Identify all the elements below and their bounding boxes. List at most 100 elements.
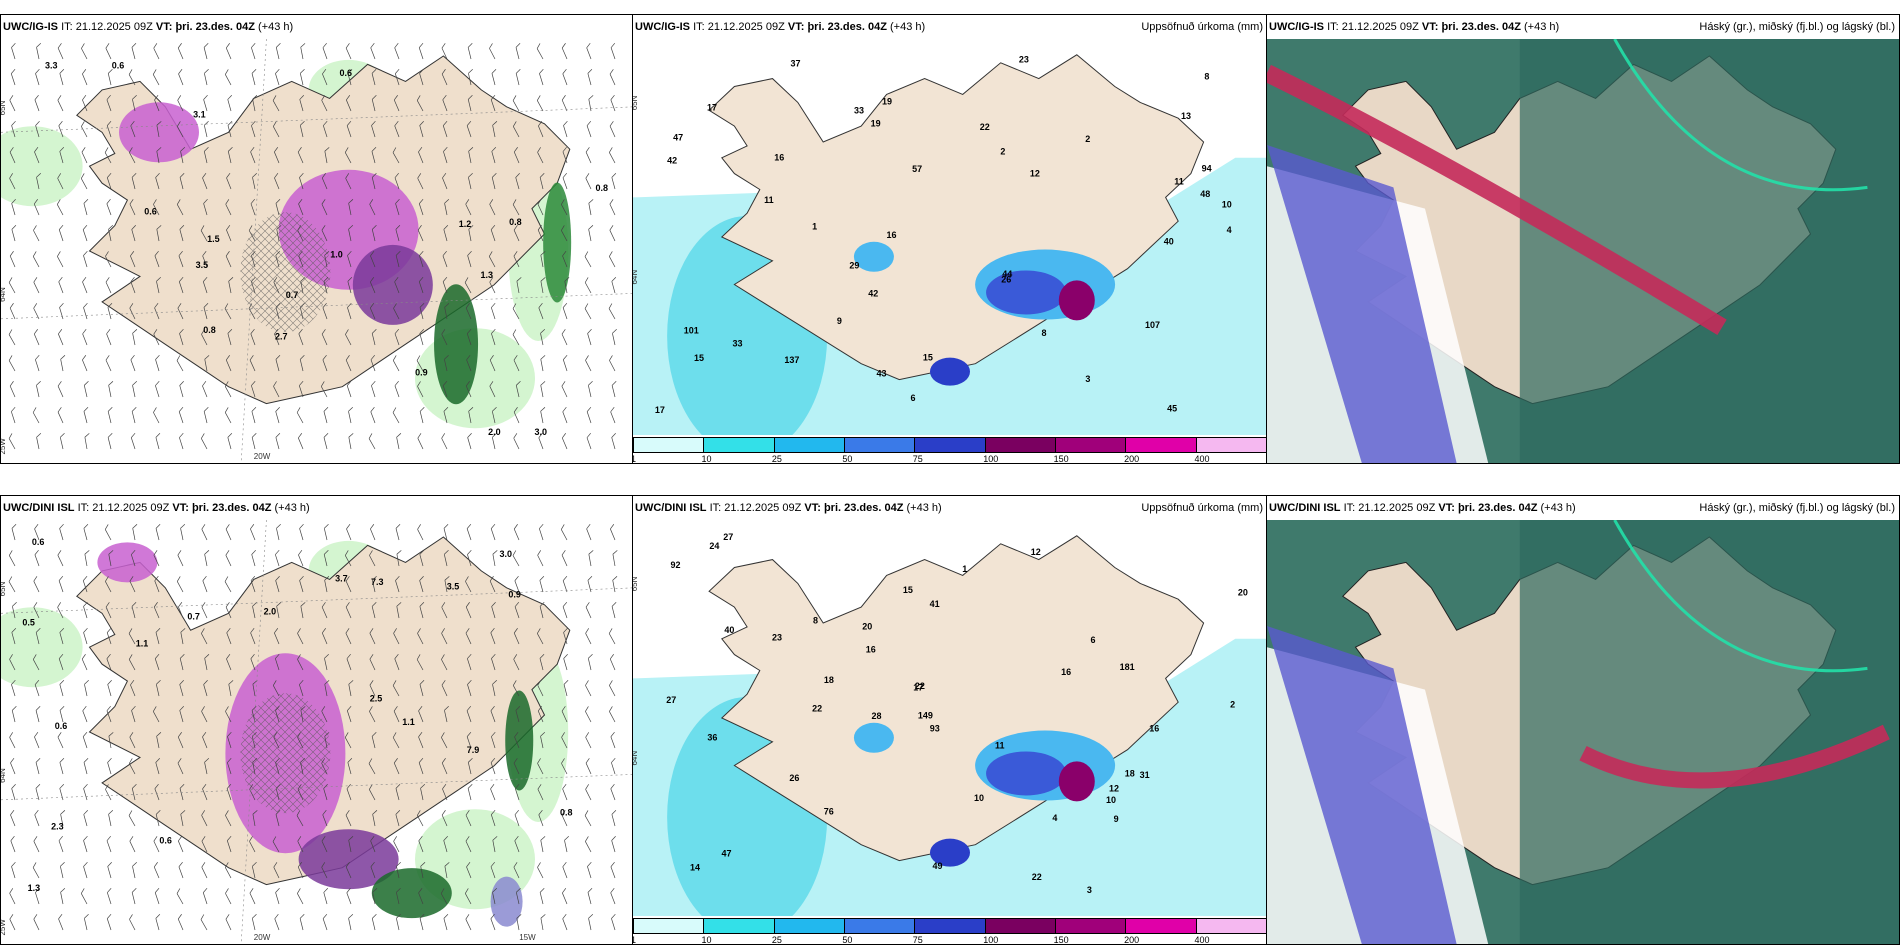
wind-barb [57, 602, 64, 619]
wind-barb [300, 277, 306, 294]
wind-barb [443, 550, 449, 567]
wind-barb [609, 654, 616, 671]
wind-barb [299, 575, 304, 593]
wind-barb [610, 406, 616, 424]
wind-barb [490, 913, 496, 931]
wind-barb [226, 835, 232, 853]
wind-barb [104, 147, 112, 164]
wind-barb [588, 225, 594, 242]
value-label: 10 [1222, 199, 1232, 209]
wind-barb [297, 732, 304, 749]
wind-barb [344, 147, 352, 164]
colorbar-tick: 200 [1124, 454, 1140, 464]
wind-barb [490, 861, 496, 879]
wind-barb [274, 173, 280, 190]
wind-barb [298, 199, 304, 216]
wind-barb [203, 679, 208, 697]
value-label: 2.3 [51, 821, 64, 831]
wind-barb [59, 627, 65, 645]
wind-barb [561, 381, 568, 398]
wind-barb [609, 355, 616, 372]
wind-barb [275, 757, 280, 775]
map-area [1267, 39, 1899, 463]
it-value: 21.12.2025 09Z [724, 502, 802, 514]
wind-barb [129, 199, 136, 216]
wind-barb [225, 43, 232, 60]
map-area: 0.5 0.6 0.6 2.0 1.1 2.3 3.0 2.5 7.3 3.7 7.9 1.3 0.8 0… [1, 520, 633, 944]
wind-barb [345, 576, 352, 593]
wind-barb [464, 277, 472, 294]
wind-barb [562, 146, 568, 164]
wind-barb [107, 406, 113, 424]
wind-barb [155, 354, 160, 372]
wind-barb [321, 199, 328, 216]
wind-barb [251, 276, 256, 294]
wind-barb [515, 68, 521, 86]
value-label: 4 [1052, 813, 1057, 823]
wind-barb [608, 303, 616, 320]
wind-barb [155, 172, 160, 190]
colorbar-swatch [634, 438, 705, 452]
wind-barb [8, 576, 16, 593]
wind-barb [345, 43, 352, 60]
wind-barb [418, 888, 424, 905]
wind-barb [468, 147, 474, 164]
wind-barb [203, 121, 209, 138]
wind-barb [225, 810, 232, 827]
value-label: 0.8 [560, 808, 573, 818]
wind-barb [299, 913, 305, 931]
wind-barb [612, 550, 618, 567]
wind-barb [562, 172, 568, 190]
wind-barb [11, 523, 17, 541]
map-area: 1 11 16 18 12 22 22 16 20 18 14 16 23 24 15 31 27 22 20 41 2… [633, 520, 1267, 916]
wind-barb [156, 121, 162, 138]
wind-barb [272, 680, 280, 697]
precip-colorbar: 1 10 25 50 75 100 150 200 400 [633, 435, 1267, 463]
wind-barb [418, 835, 424, 853]
wind-barb [371, 914, 377, 931]
wind-barb [9, 654, 16, 671]
wind-barb [84, 680, 89, 697]
wind-barb [417, 628, 424, 645]
wind-barb [324, 147, 330, 164]
wind-barb [394, 172, 400, 190]
vt-value: þri. 23.des. 04Z [1441, 21, 1521, 33]
wind-barb [537, 147, 544, 164]
wind-barb [82, 69, 88, 86]
wind-barb [156, 732, 162, 749]
wind-barb [58, 120, 64, 138]
wind-barb [417, 433, 424, 450]
wind-barb [611, 380, 617, 398]
wind-barb [155, 913, 161, 931]
wind-barb [273, 121, 280, 138]
wind-barb [346, 783, 352, 801]
wind-barb [273, 277, 280, 294]
wind-barb [369, 550, 376, 567]
wind-barb [609, 225, 616, 242]
wind-barb [321, 173, 328, 190]
wind-barb [540, 277, 546, 294]
wind-barb [393, 95, 400, 112]
wind-barb [35, 354, 40, 372]
wind-barb [227, 94, 233, 112]
panel-precip-dini: UWC/DINI ISL IT: 21.12.2025 09Z VT: þri.… [632, 495, 1268, 945]
wind-barb [178, 276, 184, 294]
wind-barb [81, 147, 88, 164]
wind-barb [224, 407, 232, 424]
wind-barb [561, 810, 568, 827]
wind-barb [611, 432, 616, 450]
it-label: IT: [693, 21, 705, 33]
wind-barb [419, 406, 425, 424]
vt-value: þri. 23.des. 04Z [1457, 502, 1538, 514]
wind-barb [467, 679, 472, 697]
wind-barb [585, 147, 592, 164]
wind-barb [131, 224, 136, 242]
colorbar-swatch [1196, 438, 1266, 452]
axis-label: 20W [254, 452, 271, 461]
wind-barb [132, 329, 138, 346]
wind-barb [155, 523, 161, 541]
wind-barb [131, 784, 137, 801]
wind-barb [491, 407, 497, 424]
wind-barb [201, 628, 208, 645]
wind-barb [129, 836, 136, 853]
